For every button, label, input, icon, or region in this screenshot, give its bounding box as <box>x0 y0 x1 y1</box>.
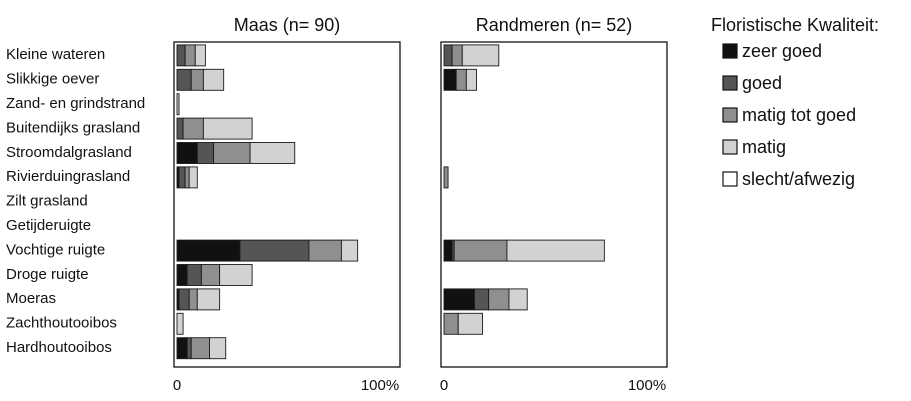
plot-frame-randmeren <box>440 41 668 368</box>
bar-segment <box>219 264 253 286</box>
bar-segment <box>184 166 190 189</box>
category-label: Zachthoutooibos <box>6 315 117 332</box>
bar-segment <box>209 337 227 360</box>
bar-segment <box>188 288 198 311</box>
bar-segment <box>200 264 221 286</box>
bar-segment <box>176 93 180 116</box>
legend-title: Floristische Kwaliteit: <box>711 15 879 35</box>
bar-segment <box>202 117 253 140</box>
category-label: Zilt grasland <box>6 193 88 210</box>
bar-segment <box>182 117 204 140</box>
legend-label: matig <box>742 137 786 157</box>
legend-label: matig tot goed <box>742 105 856 125</box>
bar-segment <box>488 288 510 311</box>
bar-segment <box>194 44 206 67</box>
category-label: Rivierduingrasland <box>6 168 130 185</box>
bar-segment <box>196 142 214 164</box>
panel-title-maas: Maas (n= 90) <box>234 15 341 35</box>
legend-label: goed <box>742 73 782 93</box>
bar-segment <box>443 166 449 189</box>
bar-segment <box>188 166 198 189</box>
legend-swatch <box>722 107 738 123</box>
bar-segment <box>186 337 192 360</box>
x-tick-100-maas: 100% <box>361 377 399 394</box>
bar-segment <box>451 44 463 67</box>
legend-entries: zeer goed goed matig tot goed matig slecht/a… <box>722 41 856 189</box>
category-label: Droge ruigte <box>6 266 89 283</box>
bar-segment <box>196 288 221 311</box>
legend-swatch <box>722 43 738 59</box>
bar-segment <box>239 239 310 262</box>
panel-title-randmeren: Randmeren (n= 52) <box>476 15 633 35</box>
category-labels: Kleine wateren Slikkige oever Zand- en gri… <box>6 46 145 356</box>
legend-swatch <box>722 171 738 187</box>
category-label: Hardhoutooibos <box>6 339 112 356</box>
bar-segment <box>308 239 342 262</box>
bar-segment <box>176 312 184 335</box>
bar-segment <box>176 68 192 91</box>
legend-label: slecht/afwezig <box>742 169 855 189</box>
bar-segment <box>190 68 204 91</box>
bar-segment <box>465 68 477 91</box>
x-tick-100-randmeren: 100% <box>628 377 666 394</box>
category-label: Stroomdalgrasland <box>6 144 132 161</box>
bar-segment <box>184 44 196 67</box>
bar-segment <box>474 288 490 311</box>
x-tick-0-maas: 0 <box>173 377 181 394</box>
category-label: Getijderuigte <box>6 217 91 234</box>
bar-segment <box>461 44 500 67</box>
bar-segment <box>443 44 453 67</box>
bars-randmeren <box>443 44 605 335</box>
bar-segment <box>453 239 508 262</box>
legend: Floristische Kwaliteit: zeer goed goed mat… <box>711 15 879 189</box>
plot-frame-maas <box>173 41 401 368</box>
bar-segment <box>443 239 453 262</box>
legend-swatch <box>722 139 738 155</box>
bar-segment <box>176 337 188 360</box>
category-label: Zand- en grindstrand <box>6 95 145 112</box>
bar-segment <box>443 288 475 311</box>
bar-segment <box>443 312 459 335</box>
bar-segment <box>176 44 186 67</box>
bar-segment <box>186 264 202 286</box>
bar-segment <box>455 68 467 91</box>
category-label: Kleine wateren <box>6 46 105 63</box>
bar-segment <box>340 239 359 262</box>
category-label: Vochtige ruigte <box>6 241 105 258</box>
bar-segment <box>506 239 605 262</box>
bar-segment <box>176 264 188 286</box>
category-label: Buitendijks grasland <box>6 119 140 136</box>
legend-label: zeer goed <box>742 41 822 61</box>
bar-segment <box>202 68 225 91</box>
legend-swatch <box>722 75 738 91</box>
bar-segment <box>443 68 457 91</box>
bar-segment <box>213 142 251 164</box>
bar-segment <box>178 288 190 311</box>
bar-segment <box>190 337 210 360</box>
bar-segment <box>176 142 198 164</box>
bar-segment <box>176 239 241 262</box>
category-label: Moeras <box>6 290 56 307</box>
x-tick-0-randmeren: 0 <box>440 377 448 394</box>
bar-segment <box>508 288 528 311</box>
category-label: Slikkige oever <box>6 71 99 88</box>
bar-segment <box>178 166 186 189</box>
bar-segment <box>176 117 184 140</box>
bars-maas <box>176 44 359 360</box>
bar-segment <box>249 142 296 164</box>
bar-segment <box>457 312 484 335</box>
